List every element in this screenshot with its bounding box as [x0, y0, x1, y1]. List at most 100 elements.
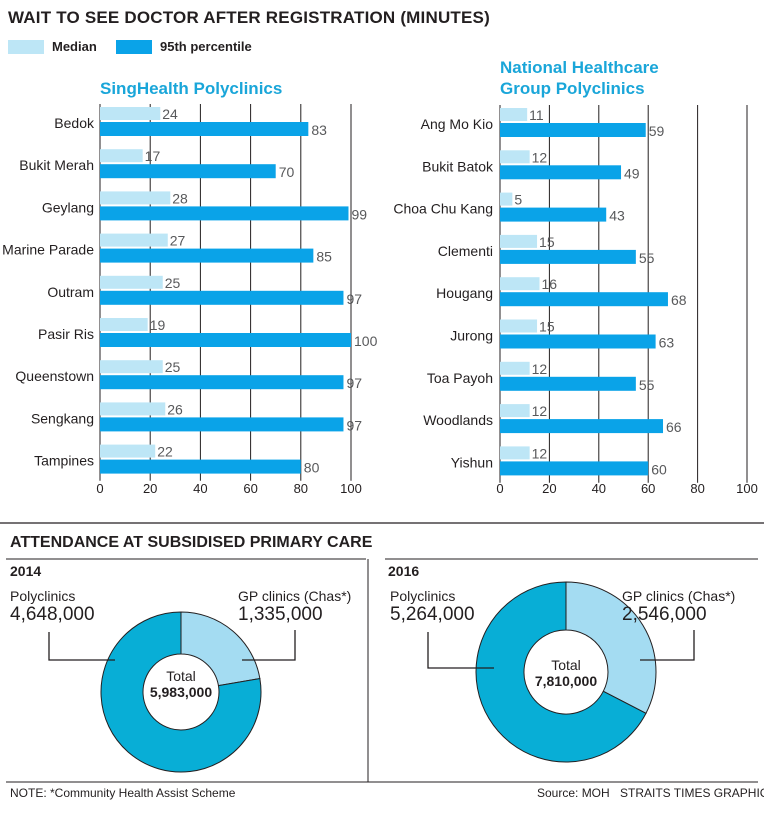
- nhg-title: National Healthcare Group Polyclinics: [500, 58, 659, 98]
- nhg-category-label: Choa Chu Kang: [393, 201, 493, 217]
- nhg-tick-label: 40: [592, 481, 606, 496]
- sh-bar-median: [100, 318, 148, 331]
- nhg-value-95th: 68: [671, 292, 687, 308]
- sh-bar-95th: [100, 375, 344, 390]
- sh-tick-label: 100: [340, 481, 362, 496]
- footnote: NOTE: *Community Health Assist Scheme: [10, 786, 236, 800]
- nhg-value-95th: 66: [666, 419, 682, 435]
- nhg-bar-95th: [500, 461, 649, 476]
- nhg-value-95th: 55: [639, 377, 655, 393]
- sh-bar-95th: [100, 122, 309, 136]
- nhg-bar-median: [500, 108, 528, 121]
- nhg-value-95th: 43: [609, 208, 625, 224]
- nhg-value-median: 5: [514, 192, 522, 208]
- nhg-tick-label: 20: [542, 481, 556, 496]
- nhg-category-label: Hougang: [436, 285, 493, 301]
- sh-value-95th: 85: [316, 249, 332, 265]
- sh-value-95th: 100: [354, 333, 378, 349]
- donut-slice-gp-2014: [180, 611, 261, 687]
- poly-label-2016: Polyclinics: [390, 588, 456, 604]
- nhg-bar-median: [500, 404, 530, 418]
- sh-value-95th: 70: [279, 164, 295, 180]
- source: Source: MOH: [537, 786, 610, 800]
- poly-value-2014: 4,648,000: [10, 604, 95, 625]
- nhg-value-95th: 60: [651, 461, 667, 477]
- sh-value-95th: 97: [346, 375, 362, 391]
- nhg-bar-median: [500, 361, 530, 375]
- nhg-bar-median: [500, 150, 530, 164]
- sh-category-label: Sengkang: [31, 410, 94, 426]
- sh-tick-label: 0: [96, 481, 103, 496]
- nhg-value-median: 15: [539, 319, 555, 335]
- sh-category-label: Bukit Merah: [19, 157, 94, 173]
- nhg-bar-95th: [500, 165, 622, 180]
- sh-value-median: 28: [172, 190, 188, 206]
- nhg-bar-median: [500, 192, 513, 206]
- legend-swatch-median: [8, 40, 44, 54]
- leader-line-2016: [427, 632, 494, 669]
- nhg-bar-95th: [500, 249, 636, 264]
- sh-category-label: Bedok: [54, 115, 95, 131]
- nhg-category-label: Woodlands: [423, 412, 493, 428]
- sh-value-95th: 99: [351, 206, 367, 222]
- nhg-value-median: 12: [532, 445, 548, 461]
- sh-bar-95th: [100, 417, 344, 432]
- sh-bar-95th: [100, 164, 276, 179]
- nhg-bar-95th: [500, 419, 664, 434]
- sh-category-label: Pasir Ris: [38, 326, 94, 342]
- nhg-value-median: 15: [539, 234, 555, 250]
- sh-value-median: 17: [145, 148, 161, 164]
- leader-line-2016: [640, 630, 695, 661]
- sh-category-label: Queenstown: [15, 368, 94, 384]
- nhg-category-label: Jurong: [450, 328, 493, 344]
- nhg-bar-95th: [500, 376, 636, 391]
- attendance-title: ATTENDANCE AT SUBSIDISED PRIMARY CARE: [10, 534, 373, 551]
- sh-tick-label: 40: [193, 481, 207, 496]
- sh-bar-95th: [100, 333, 351, 347]
- nhg-bar-95th: [500, 292, 668, 307]
- sh-category-label: Tampines: [34, 453, 94, 469]
- sh-value-median: 25: [165, 275, 181, 291]
- sh-bar-median: [100, 402, 166, 416]
- leader-line-2014: [242, 630, 296, 661]
- donut-slice-gp-2016: [565, 581, 657, 715]
- nhg-category-label: Clementi: [438, 243, 493, 259]
- sh-value-95th: 80: [304, 460, 320, 476]
- total-label-2016: Total: [551, 657, 581, 673]
- poly-value-2016: 5,264,000: [390, 604, 475, 625]
- sh-bar-95th: [100, 248, 314, 263]
- nhg-category-label: Bukit Batok: [422, 158, 494, 174]
- legend-label-median: Median: [52, 39, 97, 54]
- nhg-bar-95th: [500, 334, 656, 349]
- sh-value-median: 27: [170, 233, 186, 249]
- sh-bar-95th: [100, 459, 301, 474]
- nhg-value-median: 12: [532, 361, 548, 377]
- sh-bar-median: [100, 233, 168, 247]
- sh-value-95th: 83: [311, 122, 327, 138]
- year-2016: 2016: [388, 563, 420, 579]
- sh-category-label: Marine Parade: [2, 242, 94, 258]
- sh-value-median: 25: [165, 359, 181, 375]
- sh-tick-label: 80: [294, 481, 308, 496]
- donut-slice-poly-2016: [475, 581, 647, 763]
- sh-category-label: Geylang: [42, 199, 94, 215]
- nhg-tick-label: 60: [641, 481, 655, 496]
- legend-swatch-95th: [116, 40, 152, 54]
- total-value-2014: 5,983,000: [149, 684, 213, 700]
- nhg-value-median: 16: [542, 276, 558, 292]
- nhg-category-label: Yishun: [451, 454, 493, 470]
- sh-tick-label: 60: [243, 481, 257, 496]
- sh-value-median: 19: [150, 317, 166, 333]
- nhg-value-median: 12: [532, 403, 548, 419]
- nhg-bar-median: [500, 234, 538, 248]
- nhg-bar-median: [500, 277, 540, 291]
- bar-charts: 0 20 40 60 80 100 24 83 Bedok 17 70 Bukit Merah 28 99…: [2, 104, 758, 496]
- legend-label-95th: 95th percentile: [160, 39, 252, 54]
- total-label-2014: Total: [166, 668, 196, 684]
- nhg-tick-label: 0: [496, 481, 503, 496]
- sh-bar-median: [100, 107, 161, 120]
- sh-bar-median: [100, 191, 171, 205]
- sh-category-label: Outram: [47, 284, 94, 300]
- gp-label-2014: GP clinics (Chas*): [238, 588, 352, 604]
